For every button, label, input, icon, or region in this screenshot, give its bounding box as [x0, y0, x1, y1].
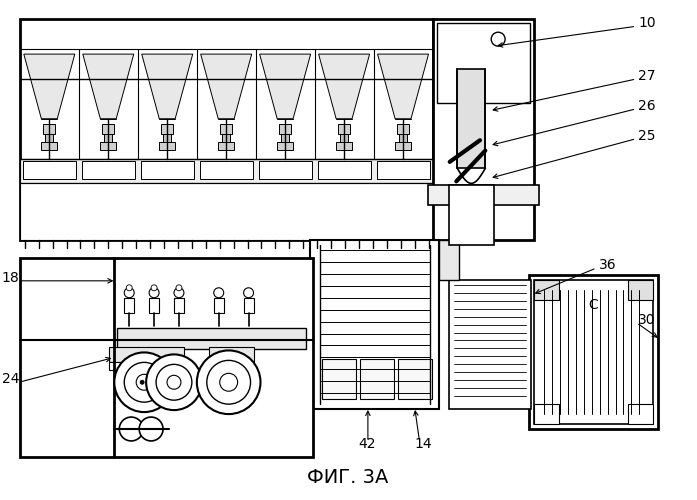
Bar: [109, 362, 184, 370]
Circle shape: [136, 374, 152, 390]
Circle shape: [156, 364, 192, 400]
Bar: [124, 298, 135, 312]
Bar: [117, 328, 306, 349]
Bar: [222, 134, 230, 141]
Polygon shape: [24, 54, 75, 118]
Bar: [440, 240, 459, 280]
Bar: [279, 124, 291, 134]
Circle shape: [124, 288, 135, 298]
Circle shape: [126, 285, 132, 291]
Bar: [141, 162, 194, 180]
Bar: [100, 142, 116, 150]
Bar: [360, 360, 394, 399]
Circle shape: [149, 288, 159, 298]
Bar: [534, 404, 559, 424]
Text: 14: 14: [415, 437, 432, 451]
Bar: [41, 142, 57, 150]
Bar: [629, 404, 653, 424]
Bar: [109, 348, 184, 362]
Bar: [199, 162, 253, 180]
Circle shape: [140, 380, 144, 384]
Text: 42: 42: [358, 437, 376, 451]
Text: ФИГ. 3А: ФИГ. 3А: [307, 468, 389, 486]
Circle shape: [174, 288, 184, 298]
Polygon shape: [319, 54, 369, 118]
Bar: [427, 186, 539, 205]
Bar: [218, 142, 234, 150]
Circle shape: [124, 362, 164, 402]
Bar: [318, 162, 371, 180]
Bar: [397, 124, 409, 134]
Circle shape: [220, 374, 238, 391]
Bar: [398, 360, 431, 399]
Bar: [20, 158, 433, 184]
Bar: [214, 298, 224, 312]
Bar: [45, 134, 53, 141]
Bar: [277, 142, 293, 150]
Circle shape: [139, 417, 163, 441]
Bar: [43, 124, 55, 134]
Bar: [376, 162, 429, 180]
Bar: [450, 280, 531, 409]
Bar: [534, 280, 653, 424]
Text: C: C: [589, 298, 599, 312]
Text: 30: 30: [638, 312, 656, 326]
Circle shape: [151, 285, 157, 291]
Bar: [340, 134, 348, 141]
Bar: [336, 142, 352, 150]
Circle shape: [146, 354, 202, 410]
Text: 36: 36: [599, 258, 616, 272]
Bar: [209, 348, 254, 362]
Text: 25: 25: [638, 128, 656, 142]
Text: 24: 24: [2, 372, 20, 386]
Text: 26: 26: [638, 99, 656, 113]
Circle shape: [114, 352, 174, 412]
Polygon shape: [260, 54, 311, 118]
Circle shape: [207, 360, 250, 404]
Text: 18: 18: [2, 271, 20, 285]
Bar: [259, 162, 312, 180]
Bar: [82, 162, 135, 180]
Circle shape: [243, 288, 254, 298]
Polygon shape: [141, 54, 193, 118]
Bar: [529, 275, 658, 429]
Bar: [161, 124, 173, 134]
Bar: [450, 186, 494, 245]
Polygon shape: [83, 54, 134, 118]
Bar: [310, 240, 440, 409]
Bar: [399, 134, 407, 141]
Circle shape: [197, 350, 261, 414]
Bar: [160, 142, 175, 150]
Circle shape: [214, 288, 224, 298]
Text: 10: 10: [638, 16, 656, 30]
Bar: [436, 24, 530, 103]
Bar: [20, 184, 433, 240]
Text: 27: 27: [638, 69, 656, 83]
Bar: [457, 69, 485, 168]
Bar: [163, 134, 171, 141]
Bar: [102, 124, 114, 134]
Bar: [322, 360, 356, 399]
Polygon shape: [378, 54, 429, 118]
Circle shape: [167, 376, 181, 389]
Bar: [23, 162, 76, 180]
Polygon shape: [201, 54, 252, 118]
Bar: [105, 134, 112, 141]
Bar: [174, 298, 184, 312]
Bar: [149, 298, 159, 312]
Bar: [220, 124, 232, 134]
Circle shape: [176, 285, 182, 291]
Bar: [433, 20, 534, 240]
Bar: [629, 280, 653, 299]
Bar: [281, 134, 289, 141]
Bar: [20, 20, 433, 240]
Bar: [534, 280, 559, 299]
Circle shape: [119, 417, 143, 441]
Bar: [338, 124, 350, 134]
Circle shape: [491, 32, 505, 46]
Bar: [395, 142, 411, 150]
Bar: [20, 258, 313, 457]
Bar: [243, 298, 254, 312]
